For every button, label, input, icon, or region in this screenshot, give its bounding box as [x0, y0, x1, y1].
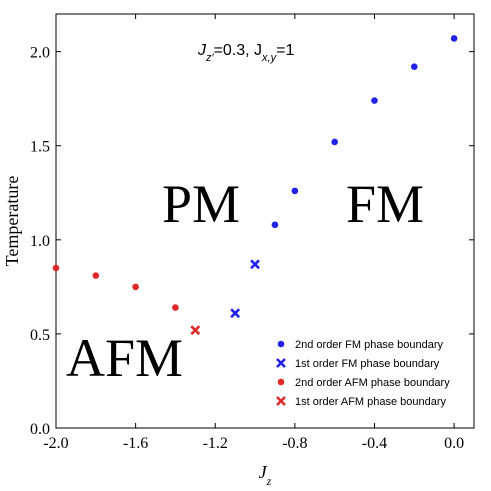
legend-label: 1st order AFM phase boundary	[295, 396, 447, 408]
series-1	[271, 35, 458, 229]
series-3-point	[172, 304, 179, 311]
y-tick-label: 2.0	[30, 45, 50, 62]
series-1-point	[331, 138, 338, 146]
y-tick-label: 1.5	[30, 139, 50, 156]
region-label-afm: AFM	[66, 328, 183, 388]
legend-marker-1-point	[277, 340, 285, 348]
y-tick-label: 0.0	[30, 421, 50, 438]
series-1-point	[371, 97, 378, 104]
parameter-annotation: Jz′=0.3, Jx,y=1	[197, 42, 294, 64]
series-3	[52, 264, 179, 311]
legend-label: 2nd order FM phase boundary	[295, 339, 443, 351]
legend-marker-4-point	[276, 396, 286, 406]
legend-marker-2-point	[276, 358, 286, 368]
y-axis: 0.0 0.5 1.0 1.5 2.0	[30, 45, 474, 438]
x-axis: -2.0 -1.6 -1.2 -0.8 -0.4 0.0	[43, 14, 464, 452]
x-tick-label: -0.4	[362, 435, 387, 452]
series-2	[230, 259, 260, 319]
x-axis-title: Jz	[259, 462, 272, 488]
series-1-point	[450, 35, 458, 42]
series-2-point	[230, 308, 241, 319]
y-tick-label: 1.0	[30, 233, 50, 250]
series-1-point	[410, 63, 418, 70]
series-4	[190, 325, 201, 336]
series-3-point	[92, 272, 100, 279]
series-2-point	[250, 259, 260, 270]
data-points	[52, 35, 458, 336]
region-label-pm: PM	[162, 174, 240, 234]
legend-marker-3-point	[277, 378, 285, 386]
legend-label: 1st order FM phase boundary	[295, 358, 440, 370]
legend: 2nd order FM phase boundary 1st order FM …	[276, 339, 450, 408]
y-tick-label: 0.5	[30, 327, 50, 344]
series-1-point	[291, 187, 299, 195]
legend-label: 2nd order AFM phase boundary	[295, 377, 450, 389]
y-axis-title: Temperature	[2, 176, 22, 267]
series-4-point	[190, 325, 201, 336]
series-1-point	[271, 221, 279, 229]
x-tick-label: -1.2	[203, 435, 228, 452]
series-3-point	[132, 283, 139, 291]
x-tick-label: -0.8	[282, 435, 307, 452]
x-tick-label: -1.6	[123, 435, 148, 452]
plot-area	[55, 13, 475, 429]
series-3-point	[52, 264, 60, 272]
x-tick-label: 0.0	[444, 435, 464, 452]
x-tick-label: -2.0	[43, 435, 68, 452]
region-label-fm: FM	[346, 174, 424, 234]
